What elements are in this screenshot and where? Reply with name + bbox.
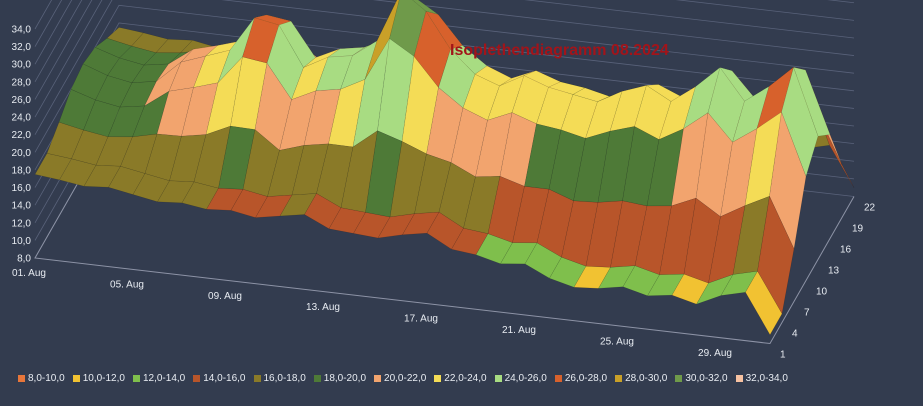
legend-item: 10,0-12,0 <box>72 373 125 384</box>
z-tick-label: 14,0 <box>12 201 32 212</box>
legend-label: 14,0-16,0 <box>203 373 246 384</box>
gridline <box>34 0 855 135</box>
z-tick-label: 28,0 <box>12 77 32 88</box>
z-tick-label: 32,0 <box>12 42 32 53</box>
legend-label: 30,0-32,0 <box>685 373 728 384</box>
legend-swatch <box>494 375 502 382</box>
legend-item: 28,0-30,0 <box>615 373 667 384</box>
legend-label: 16,0-18,0 <box>263 373 306 384</box>
legend-swatch <box>675 375 683 382</box>
z-tick-label: 18,0 <box>12 165 32 176</box>
x-tick-label: 29. Aug <box>698 348 732 359</box>
gridline <box>34 0 855 100</box>
legend-item: 22,0-24,0 <box>434 373 487 384</box>
legend-label: 12,0-14,0 <box>142 373 186 384</box>
y-tick-label: 13 <box>828 266 840 277</box>
legend-swatch <box>434 375 442 382</box>
legend-label: 28,0-30,0 <box>625 373 668 384</box>
surface-facet <box>745 270 783 336</box>
legend-swatch <box>193 375 201 382</box>
legend-item: 16,0-18,0 <box>253 373 306 384</box>
legend-label: 8,0-10,0 <box>28 373 65 384</box>
legend-label: 22,0-24,0 <box>444 373 487 384</box>
surface-mesh <box>34 0 855 336</box>
x-axis-ticks: 01. Aug 05. Aug 09. Aug 13. Aug 17. Aug 21. A… <box>12 268 732 359</box>
legend-label: 20,0-22,0 <box>384 373 427 384</box>
y-tick-label: 1 <box>780 350 786 361</box>
x-tick-label: 09. Aug <box>208 291 242 302</box>
x-tick-label: 17. Aug <box>404 314 438 325</box>
legend-swatch <box>554 375 562 382</box>
legend-item: 12,0-14,0 <box>132 373 186 384</box>
legend-swatch <box>253 375 261 382</box>
legend-item: 26,0-28,0 <box>554 373 608 384</box>
z-tick-label: 12,0 <box>12 218 32 229</box>
z-tick-label: 22,0 <box>12 130 32 141</box>
legend-swatch <box>132 375 140 382</box>
legend-swatch <box>72 375 80 382</box>
x-tick-label: 13. Aug <box>306 302 340 313</box>
z-axis-ticks: 8,0 10,0 12,0 14,0 16,0 18,0 20,0 22,0 24,0 26,0 2… <box>12 25 32 265</box>
z-tick-label: 16,0 <box>12 183 32 194</box>
legend-item: 20,0-22,0 <box>374 373 426 384</box>
legend-swatch <box>313 375 321 382</box>
z-tick-label: 34,0 <box>12 25 32 36</box>
legend-item: 24,0-26,0 <box>494 373 547 384</box>
chart-title: Isoplethendiagramm 08.2024 <box>450 42 669 59</box>
gridline <box>34 0 855 118</box>
y-tick-label: 19 <box>852 224 864 235</box>
legend-label: 26,0-28,0 <box>564 373 608 384</box>
legend-label: 24,0-26,0 <box>504 373 547 384</box>
legend-label: 32,0-34,0 <box>745 373 788 384</box>
legend-swatch <box>374 375 382 382</box>
y-tick-label: 7 <box>804 308 810 319</box>
x-tick-label: 01. Aug <box>12 268 46 279</box>
legend-swatch <box>615 375 623 382</box>
floor-edge <box>34 110 855 345</box>
legend-swatch <box>18 375 25 382</box>
legend-item: 32,0-34,0 <box>735 373 788 384</box>
gridline <box>34 0 855 65</box>
x-tick-label: 25. Aug <box>600 336 634 347</box>
legend-label: 10,0-12,0 <box>82 373 125 384</box>
x-tick-label: 21. Aug <box>502 325 536 336</box>
z-tick-label: 26,0 <box>12 95 32 106</box>
legend: 8,0-10,0 10,0-12,0 12,0-14,0 14,0-16,0 16,0-… <box>18 373 917 384</box>
z-tick-label: 24,0 <box>12 113 32 124</box>
y-tick-label: 10 <box>816 287 828 298</box>
z-tick-label: 30,0 <box>12 60 32 71</box>
z-tick-label: 10,0 <box>12 236 32 247</box>
z-tick-label: 8,0 <box>17 254 31 265</box>
legend-swatch <box>735 375 743 382</box>
gridline <box>34 0 855 83</box>
gridline <box>34 4 855 153</box>
y-tick-label: 16 <box>840 245 852 256</box>
z-tick-label: 20,0 <box>12 148 32 159</box>
legend-item: 14,0-16,0 <box>193 373 246 384</box>
legend-item: 30,0-32,0 <box>675 373 728 384</box>
y-tick-label: 4 <box>792 329 798 340</box>
legend-item: 18,0-20,0 <box>313 373 367 384</box>
y-tick-label: 22 <box>864 203 876 214</box>
x-tick-label: 05. Aug <box>110 279 144 290</box>
legend-label: 18,0-20,0 <box>323 373 367 384</box>
legend-item: 8,0-10,0 <box>18 373 65 384</box>
